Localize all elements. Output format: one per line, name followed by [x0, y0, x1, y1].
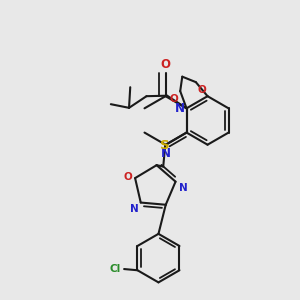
Text: Cl: Cl [110, 264, 121, 274]
Text: O: O [197, 85, 206, 94]
Text: N: N [130, 204, 138, 214]
Text: N: N [175, 102, 185, 115]
Text: N: N [160, 147, 170, 160]
Text: O: O [160, 58, 170, 71]
Text: O: O [170, 94, 179, 103]
Text: N: N [179, 183, 188, 193]
Text: O: O [123, 172, 132, 182]
Text: S: S [160, 139, 170, 152]
